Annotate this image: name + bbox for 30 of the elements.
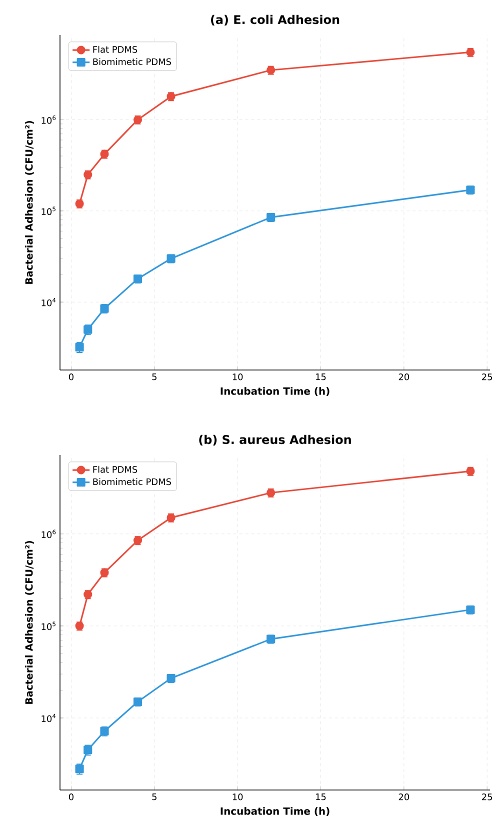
chart-title: (b) S. aureus Adhesion: [199, 434, 351, 446]
y-tick-label: 10$^{4}$: [42, 298, 56, 306]
x-tick-label: 5: [152, 374, 156, 380]
y-axis-title: Bacterial Adhesion (CFU/cm²): [25, 120, 34, 284]
x-tick-label: 15: [316, 794, 326, 800]
legend-label: Flat PDMS: [93, 46, 138, 53]
y-tick-label: 10$^{6}$: [42, 116, 56, 124]
x-tick-label: 5: [152, 794, 156, 800]
x-axis-title: Incubation Time (h): [220, 387, 330, 396]
x-tick-label: 20: [398, 794, 410, 800]
x-tick-label: 0: [68, 374, 74, 380]
legend-label: Biomimetic PDMS: [93, 478, 172, 486]
x-tick-label: 25: [482, 794, 492, 800]
x-axis-title: Incubation Time (h): [220, 807, 330, 816]
y-tick-label: 10$^{6}$: [42, 530, 56, 538]
x-tick-label: 10: [232, 374, 243, 380]
legend-label: Flat PDMS: [93, 466, 138, 473]
x-tick-label: 0: [68, 794, 74, 800]
point: [266, 213, 276, 222]
x-tick-label: 20: [398, 374, 410, 380]
x-tick-label: 10: [232, 794, 243, 800]
x-tick-label: 15: [316, 374, 326, 380]
y-tick-label: 10$^{5}$: [42, 206, 56, 216]
legend-label: Biomimetic PDMS: [93, 58, 172, 66]
y-tick-label: 10$^{4}$: [42, 714, 56, 722]
point: [133, 274, 142, 284]
y-tick-label: 10$^{5}$: [42, 622, 56, 630]
x-tick-label: 25: [482, 374, 492, 380]
chart-title: (a) E. coli Adhesion: [211, 14, 340, 26]
y-axis-title: Bacterial Adhesion (CFU/cm²): [25, 540, 34, 704]
